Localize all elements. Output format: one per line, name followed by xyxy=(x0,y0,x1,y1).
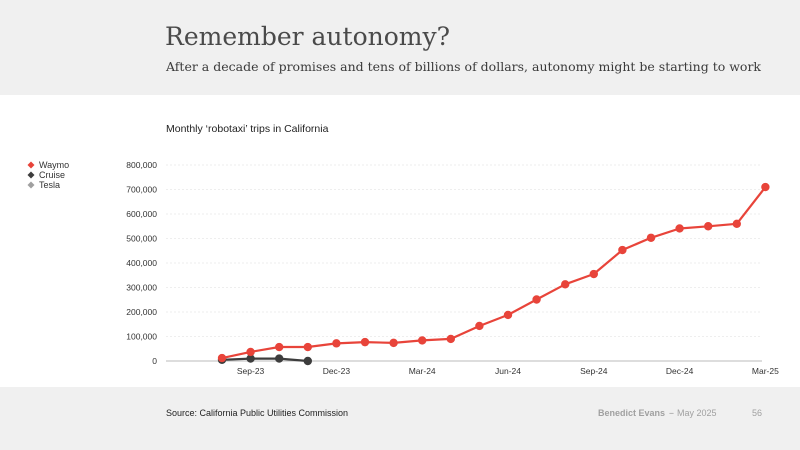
data-point xyxy=(275,342,284,352)
data-point xyxy=(561,280,570,289)
y-tick-label: 800,000 xyxy=(126,160,157,170)
x-tick-label: Mar-24 xyxy=(409,366,436,376)
data-point xyxy=(618,245,627,255)
data-point xyxy=(332,339,341,348)
legend-marker xyxy=(27,171,35,179)
chart-title: Monthly ‘robotaxi’ trips in California xyxy=(166,123,329,135)
x-tick-label: Jun-24 xyxy=(495,366,521,376)
author-separator: -- xyxy=(669,408,674,418)
y-axis: 0 100,000 200,000 300,000 400,000 500,000 600,… xyxy=(126,160,157,366)
header: Remember autonomy? After a decade of pro… xyxy=(0,0,800,95)
y-tick-label: 400,000 xyxy=(126,258,157,268)
y-tick-label: 500,000 xyxy=(126,234,157,244)
x-tick-label: Sep-24 xyxy=(580,366,608,376)
data-point xyxy=(646,233,656,242)
data-point xyxy=(389,338,398,348)
y-tick-label: 100,000 xyxy=(126,332,157,342)
legend-marker xyxy=(27,161,35,169)
data-point xyxy=(475,321,484,331)
series-waymo xyxy=(217,182,770,363)
chart-area: Monthly ‘robotaxi’ trips in California W… xyxy=(0,95,800,387)
y-tick-label: 0 xyxy=(152,356,157,366)
data-point xyxy=(246,347,255,357)
series-line xyxy=(221,357,308,363)
slide-subtitle: After a decade of promises and tens of b… xyxy=(166,59,761,74)
data-point xyxy=(503,310,513,320)
x-tick-label: Dec-24 xyxy=(666,366,694,376)
series-group xyxy=(217,182,770,366)
legend-label: Waymo xyxy=(39,160,69,170)
series-cruise xyxy=(217,354,312,366)
legend-marker xyxy=(27,181,35,189)
data-point xyxy=(246,354,255,363)
legend-label: Tesla xyxy=(39,180,60,190)
data-point xyxy=(589,269,598,279)
x-axis: Sep-23 Dec-23 Mar-24 Jun-24 Sep-24 Dec-24 Mar-… xyxy=(237,366,779,376)
data-point xyxy=(446,334,455,344)
y-tick-label: 700,000 xyxy=(126,185,157,195)
legend-label: Cruise xyxy=(39,170,65,180)
data-point xyxy=(704,222,713,231)
data-point xyxy=(675,224,684,233)
data-point xyxy=(217,353,227,363)
author-name: Benedict Evans xyxy=(598,408,666,418)
author-date: May 2025 xyxy=(677,408,717,418)
data-point xyxy=(761,182,770,192)
y-tick-label: 600,000 xyxy=(126,209,157,219)
series-line xyxy=(221,186,767,360)
x-tick-label: Mar-25 xyxy=(752,366,779,376)
x-tick-label: Dec-23 xyxy=(323,366,351,376)
author-credit: Benedict Evans -- May 2025 xyxy=(598,408,717,418)
data-point xyxy=(275,354,284,363)
grid xyxy=(166,164,762,362)
y-tick-label: 300,000 xyxy=(126,283,157,293)
footer: Source: California Public Utilities Comm… xyxy=(0,387,800,450)
chart: Monthly ‘robotaxi’ trips in California W… xyxy=(27,123,779,376)
page-number: 56 xyxy=(752,408,763,418)
data-point xyxy=(303,342,312,352)
data-point xyxy=(418,336,427,345)
y-tick-label: 200,000 xyxy=(126,307,157,317)
x-tick-label: Sep-23 xyxy=(237,366,265,376)
data-point xyxy=(732,219,741,228)
data-point xyxy=(360,337,370,347)
source-note: Source: California Public Utilities Comm… xyxy=(166,408,349,418)
data-point xyxy=(532,295,541,304)
data-point xyxy=(303,356,312,366)
slide-title: Remember autonomy? xyxy=(165,22,451,51)
